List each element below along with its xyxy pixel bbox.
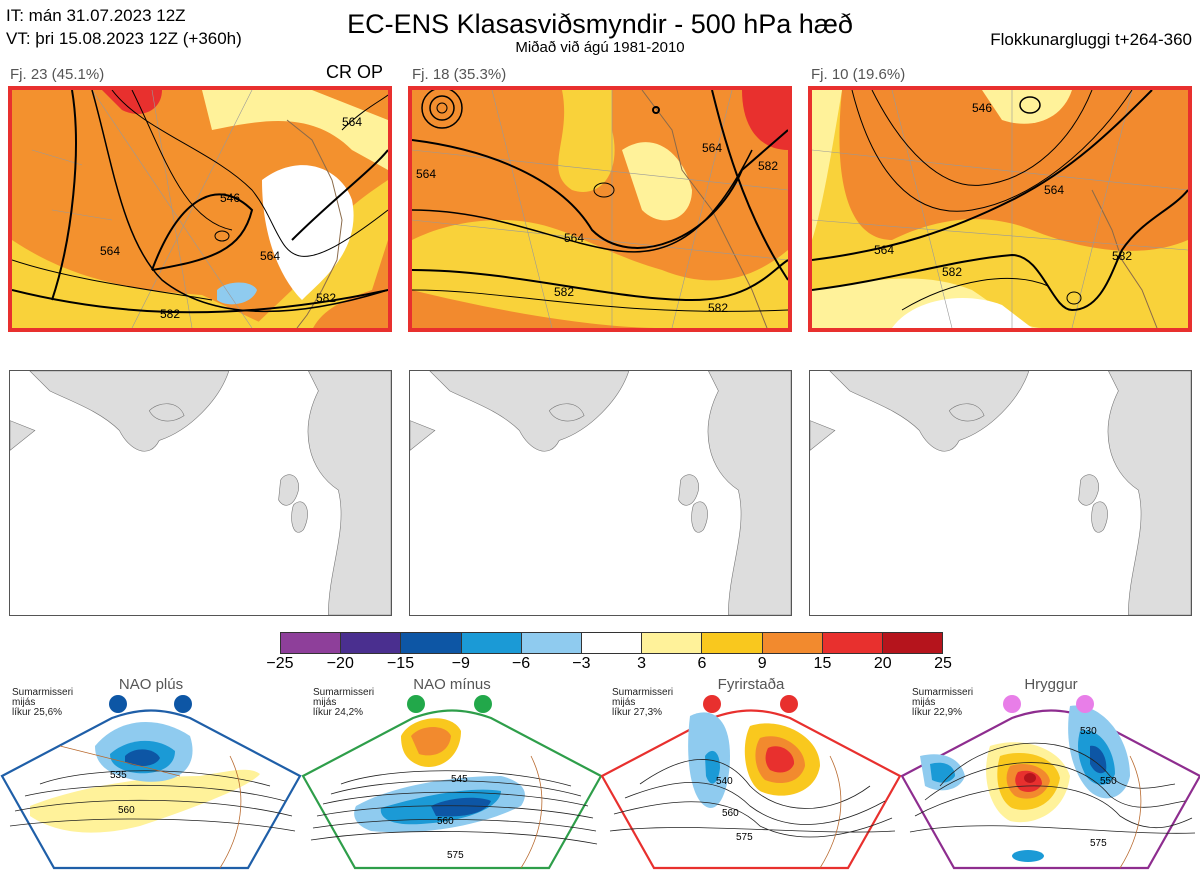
cluster-3-contour-label: 582 xyxy=(1112,249,1132,263)
colorbar-tick: 20 xyxy=(873,655,892,672)
colorbar-swatch xyxy=(401,633,462,653)
cluster-2-label: Fj. 18 (35.3%) xyxy=(412,66,507,83)
colorbar-swatch xyxy=(762,633,823,653)
colorbar-swatch xyxy=(341,633,402,653)
regime-contour-label: 560 xyxy=(118,805,135,816)
regime-contour-label: 530 xyxy=(1080,726,1097,737)
cluster-1-contour-label: 564 xyxy=(260,249,280,263)
colorbar-tick: 6 xyxy=(697,655,707,672)
regime-name: Hryggur xyxy=(1024,676,1078,693)
colorbar-tick: −9 xyxy=(451,655,470,672)
regime-contour-label: 545 xyxy=(451,774,468,785)
anomaly-colorbar xyxy=(280,632,943,654)
colorbar-swatch xyxy=(461,633,522,653)
colorbar-ticks: −25 −20 −15 −9 −6 −3 3 6 9 15 20 25 xyxy=(0,655,1200,675)
regime-info: Sumarmisseri mijás líkur 27,3% xyxy=(612,687,674,718)
regime-contour-label: 575 xyxy=(447,850,464,861)
valid-time: VT: þri 15.08.2023 12Z (+360h) xyxy=(6,29,242,48)
cluster-1-contour-label: 564 xyxy=(100,244,120,258)
page-title: EC-ENS Klasasviðsmyndir - 500 hPa hæð xyxy=(347,9,853,39)
page-subtitle: Miðað við ágú 1981-2010 xyxy=(515,39,685,56)
cluster-2-contour-label: 582 xyxy=(708,301,728,315)
regime-contour-label: 575 xyxy=(1090,838,1107,849)
regime-ridge[interactable]: 530 550 575 Hryggur Sumarmisseri mijás l… xyxy=(900,676,1200,871)
regime-contour-label: 560 xyxy=(437,816,454,827)
cluster-2-contour-label: 582 xyxy=(554,285,574,299)
colorbar-swatch xyxy=(521,633,582,653)
member-map-1[interactable] xyxy=(9,370,392,616)
cluster-2-map[interactable]: 564 564 582 582 564 582 xyxy=(408,86,792,332)
cluster-3-contour-label: 546 xyxy=(972,101,992,115)
regime-contour-label: 575 xyxy=(736,832,753,843)
cluster-1-label: Fj. 23 (45.1%) xyxy=(10,66,105,83)
cluster-3-contour-label: 564 xyxy=(1044,183,1064,197)
cluster-1-contour-label: 582 xyxy=(160,307,180,321)
initial-time: IT: mán 31.07.2023 12Z xyxy=(6,6,186,25)
member-map-3[interactable] xyxy=(809,370,1192,616)
regime-contour-label: 560 xyxy=(722,808,739,819)
cluster-3-map[interactable]: 564 564 546 582 582 xyxy=(808,86,1192,332)
colorbar-tick: −6 xyxy=(511,655,531,672)
colorbar-tick: 3 xyxy=(637,655,647,672)
cluster-1-badge: CR OP xyxy=(326,62,384,82)
colorbar-swatch xyxy=(882,633,943,653)
cluster-2-contour-label: 564 xyxy=(416,167,436,181)
regime-contour-label: 550 xyxy=(1100,776,1117,787)
cluster-1-contour-label: 582 xyxy=(316,291,336,305)
colorbar-swatch xyxy=(642,633,703,653)
cluster-2-contour-label: 564 xyxy=(702,141,722,155)
regime-name: NAO mínus xyxy=(413,676,491,693)
colorbar-tick: −20 xyxy=(326,655,354,672)
regime-contour-label: 535 xyxy=(110,770,127,781)
cluster-1-contour-label: 546 xyxy=(220,191,240,205)
regime-name: Fyrirstaða xyxy=(717,676,785,693)
colorbar-tick: −25 xyxy=(266,655,294,672)
colorbar-tick: 25 xyxy=(934,655,952,672)
colorbar-tick: −3 xyxy=(572,655,591,672)
regime-name: NAO plús xyxy=(118,676,184,693)
cluster-2-contour-label: 582 xyxy=(758,159,778,173)
regime-info: Sumarmisseri mijás líkur 22,9% xyxy=(912,687,974,718)
regime-nao-plus[interactable]: 535 560 NAO plús Sumarmisseri mijás líku… xyxy=(0,676,302,871)
regime-blocking[interactable]: 540 560 575 Fyrirstaða Sumarmisseri mijá… xyxy=(600,676,902,871)
regime-info: Sumarmisseri mijás líkur 24,2% xyxy=(313,687,375,718)
member-map-2[interactable] xyxy=(409,370,792,616)
regime-info: Sumarmisseri mijás líkur 25,6% xyxy=(12,687,74,718)
header-info: IT: mán 31.07.2023 12Z VT: þri 15.08.202… xyxy=(6,4,242,50)
regime-contour-label: 540 xyxy=(716,776,733,787)
colorbar-swatch xyxy=(702,633,763,653)
colorbar-tick: 9 xyxy=(757,655,767,672)
colorbar-tick: 15 xyxy=(813,655,832,672)
cluster-1-contour-label: 564 xyxy=(342,115,362,129)
cluster-3-contour-label: 564 xyxy=(874,243,894,257)
classification-window: Flokkunargluggi t+264-360 xyxy=(990,30,1192,49)
colorbar-swatch xyxy=(822,633,883,653)
colorbar-swatch xyxy=(281,633,342,653)
cluster-3-contour-label: 582 xyxy=(942,265,962,279)
regime-nao-minus[interactable]: 545 560 575 NAO mínus Sumarmisseri mijás… xyxy=(301,676,603,871)
cluster-3-label: Fj. 10 (19.6%) xyxy=(811,66,906,83)
cluster-2-contour-label: 564 xyxy=(564,231,584,245)
cluster-1-map[interactable]: 546 564 564 582 582 564 xyxy=(8,86,392,332)
colorbar-tick: −15 xyxy=(386,655,415,672)
colorbar-swatch xyxy=(581,633,643,653)
